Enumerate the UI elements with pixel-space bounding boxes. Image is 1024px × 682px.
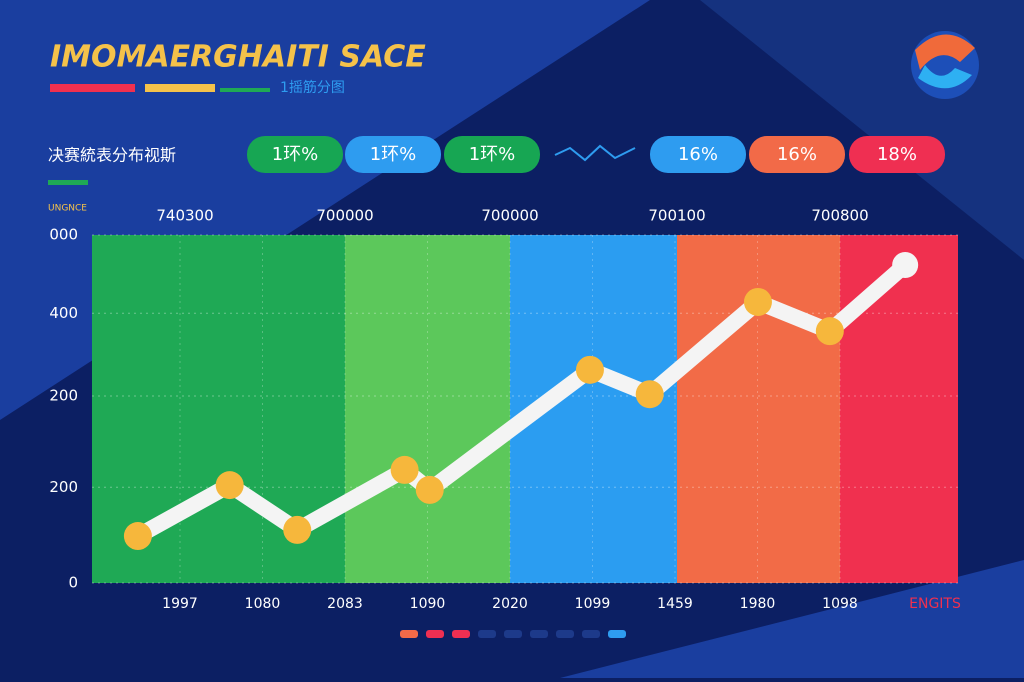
x-tick-label: 2020 (492, 596, 528, 612)
title: IMOMAERGHAITI SACE (50, 40, 426, 75)
y-tick-label: 400 (49, 304, 78, 322)
x-tick-label: 2083 (327, 596, 363, 612)
y-tick-label: 200 (49, 386, 78, 404)
point (635, 380, 664, 409)
title-bar (50, 84, 135, 92)
y-tick-label: 000 (49, 226, 78, 244)
legend-dot (504, 630, 522, 638)
legend-dot (452, 630, 470, 638)
band-label: 700800 (811, 207, 868, 225)
legend-dot (556, 630, 574, 638)
badge-label: 1环% (370, 144, 417, 165)
x-tick-label: 1099 (575, 596, 611, 612)
legend-dot (478, 630, 496, 638)
band (345, 235, 510, 583)
legend-dot (400, 630, 418, 638)
x-tick-label: ENGITS (909, 596, 961, 612)
point (415, 475, 444, 504)
wave (554, 144, 636, 162)
bg-shape (560, 560, 1024, 678)
x-tick-label: 1080 (245, 596, 281, 612)
legend-dot (426, 630, 444, 638)
x-tick-label: 1090 (410, 596, 446, 612)
point (283, 515, 312, 544)
point (390, 455, 419, 484)
badge (849, 136, 945, 173)
band-label: 700000 (316, 207, 373, 225)
point (215, 471, 244, 500)
x-tick-label: 1459 (657, 596, 693, 612)
title-bar (145, 84, 215, 92)
badge (345, 136, 441, 173)
x-tick-label: 1098 (822, 596, 858, 612)
logo (911, 31, 979, 99)
badge-label: 18% (877, 144, 917, 165)
point (815, 317, 844, 346)
point (123, 522, 152, 551)
y-tick-label: 0 (68, 574, 78, 592)
line (129, 257, 914, 545)
band-label: 700000 (481, 207, 538, 225)
point (892, 252, 919, 279)
badge-label: 1环% (272, 144, 319, 165)
band-label: 700100 (648, 207, 705, 225)
badge (444, 136, 540, 173)
badge (247, 136, 343, 173)
badge-label: 1环% (469, 144, 516, 165)
band (677, 235, 840, 583)
y-tick-label: 200 (49, 478, 78, 496)
side-label: 决赛統表分布视斯 (48, 146, 176, 165)
point (743, 287, 772, 316)
x-tick-label: 1980 (740, 596, 776, 612)
badge-label: 16% (777, 144, 817, 165)
badge-label: 16% (678, 144, 718, 165)
legend-dot (582, 630, 600, 638)
point (575, 355, 604, 384)
small-label: UNGNCE (48, 204, 87, 214)
band (840, 235, 958, 583)
legend-dot (530, 630, 548, 638)
underline (48, 180, 88, 185)
title-bar (220, 88, 270, 92)
badge (749, 136, 845, 173)
band-label: 740300 (156, 207, 213, 225)
x-tick-label: 1997 (162, 596, 198, 612)
legend-dot (608, 630, 626, 638)
subtitle: 1摇筋分图 (280, 79, 345, 96)
badge (650, 136, 746, 173)
